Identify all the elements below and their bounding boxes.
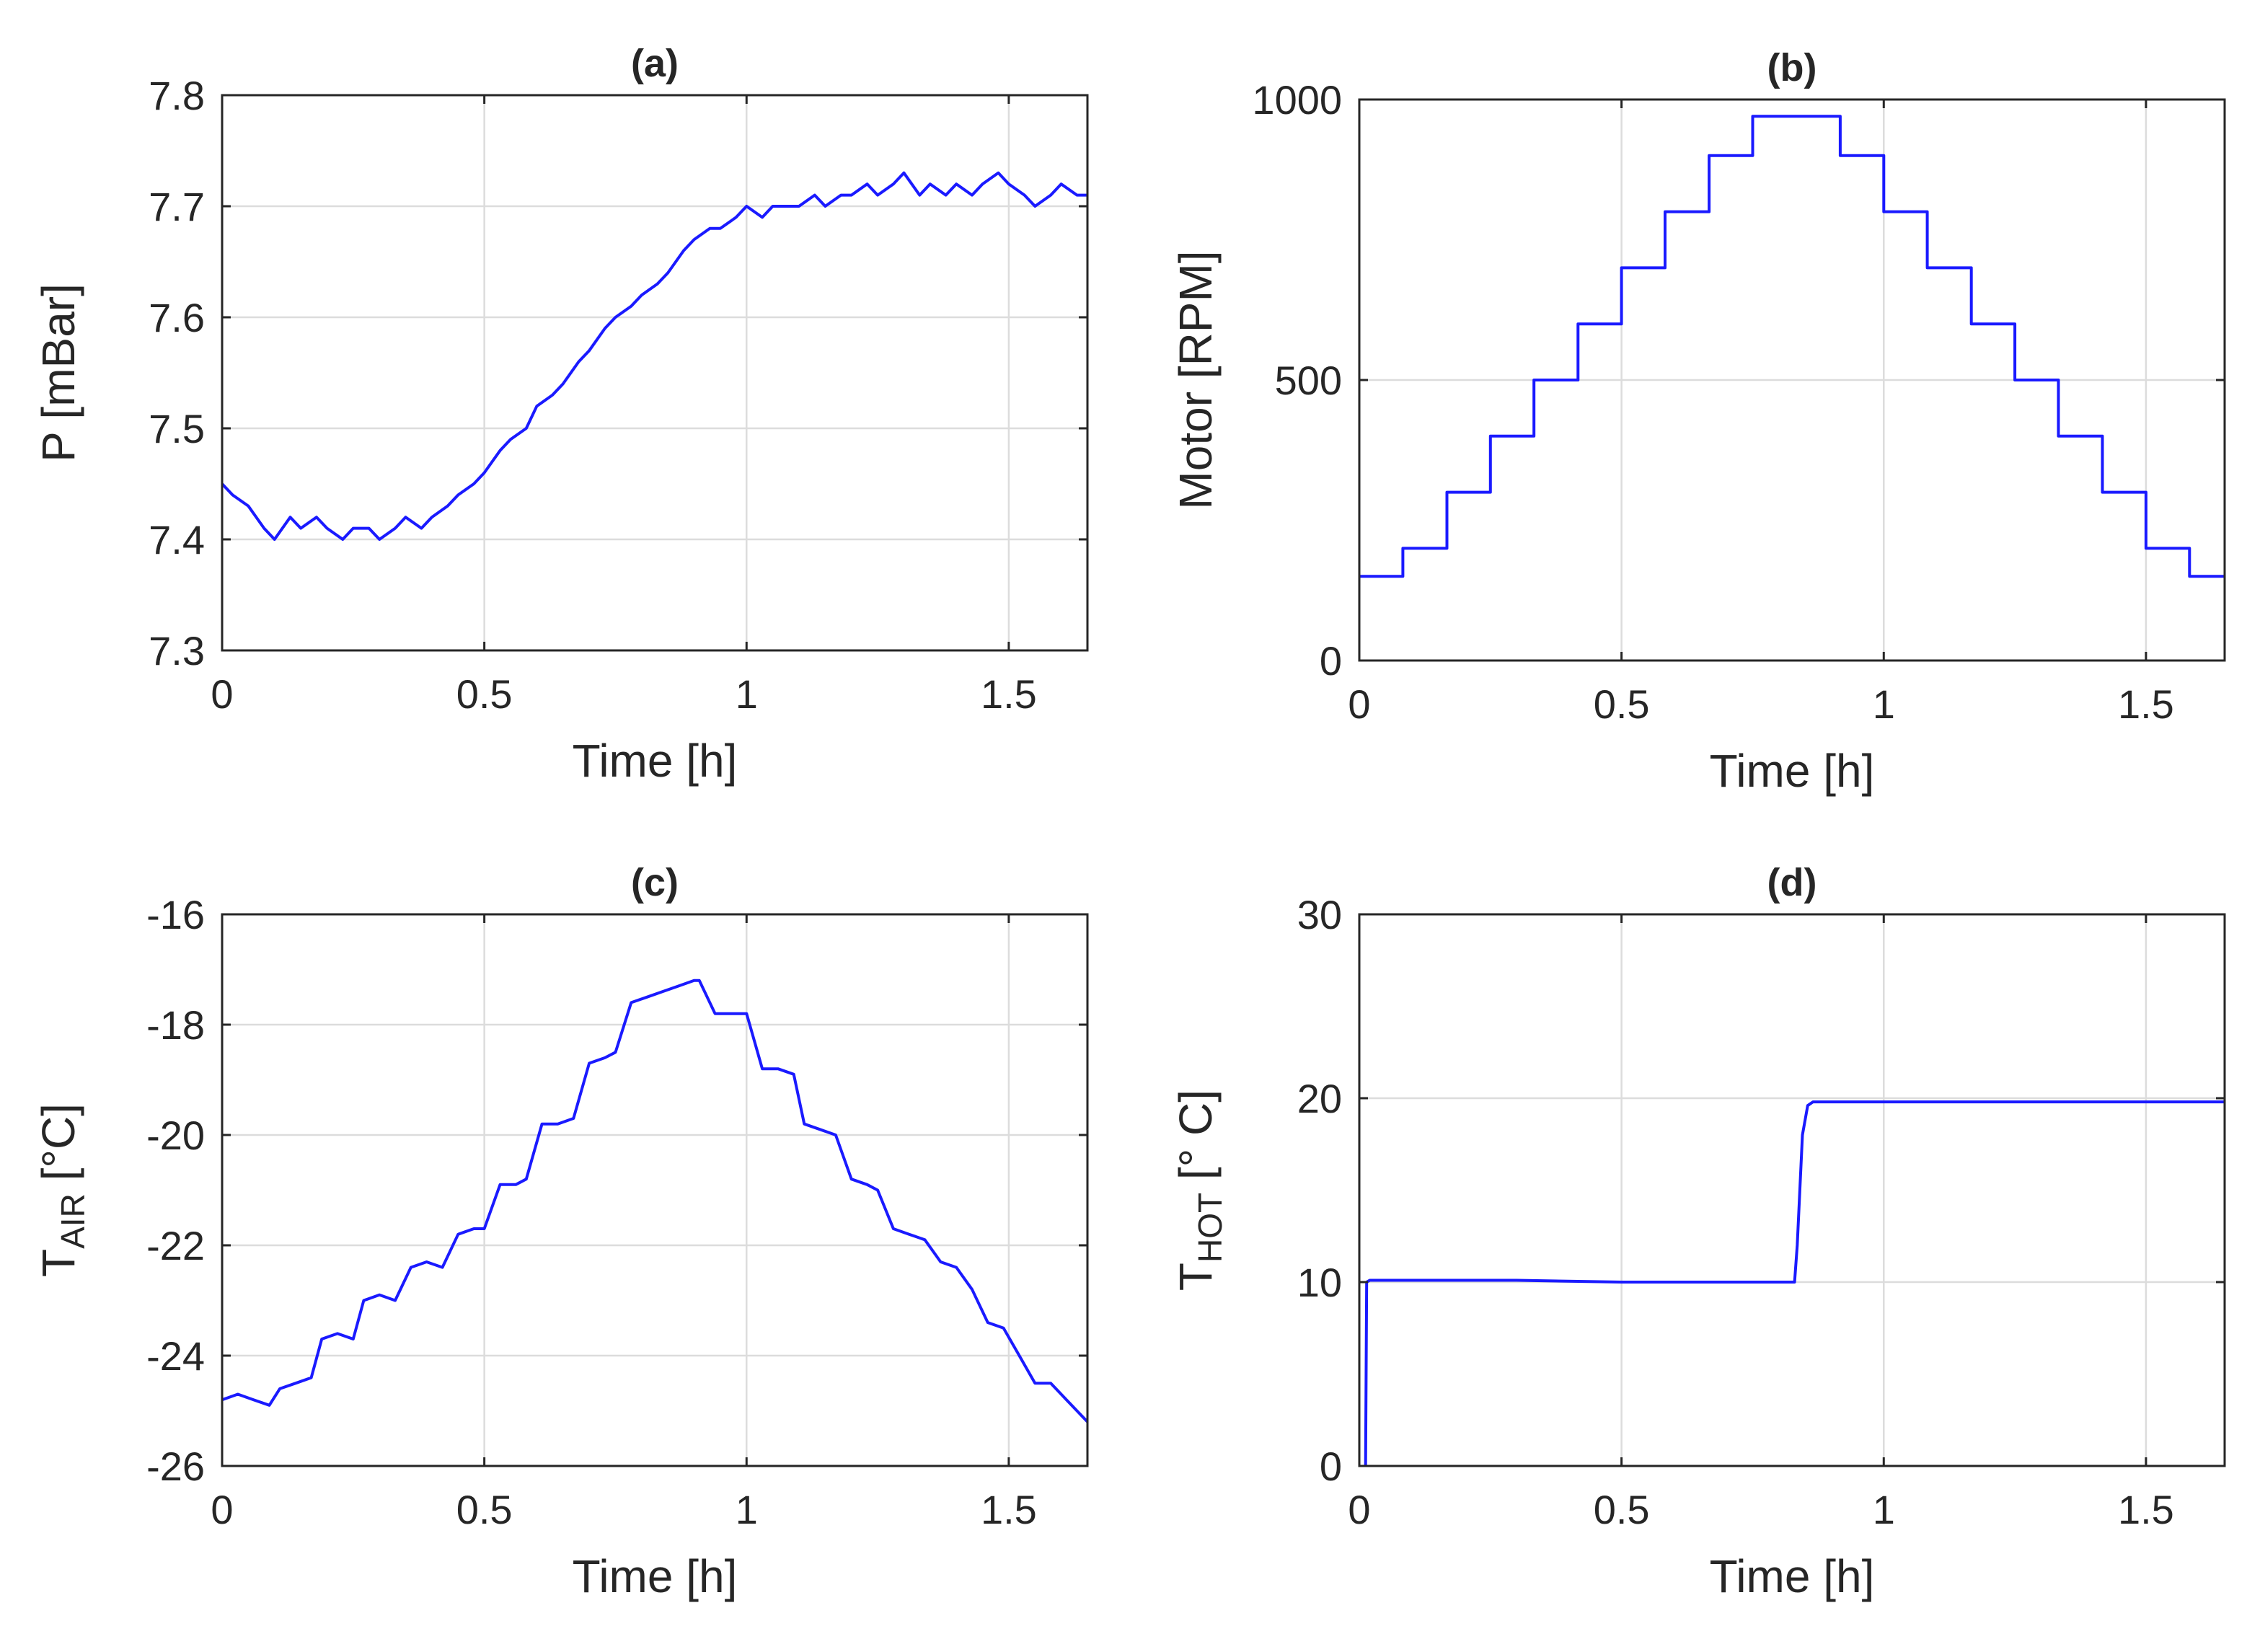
plot-area-a [221, 94, 1089, 652]
x-tick-label: 1 [736, 1487, 758, 1532]
x-tick-label: 0.5 [456, 1487, 513, 1532]
y-tick-label: 7.3 [149, 628, 205, 673]
panel-d: 0 0.5 1 1.5 0 10 20 30 (d) Time [h] THOT [° C] [1170, 861, 2226, 1602]
y-tick-label: 7.6 [149, 295, 205, 340]
panel-a: 0 0.5 1 1.5 7.3 7.4 7.5 7.6 7.7 7.8 (a) Time [h] P [… [32, 42, 1089, 787]
x-tick-label: 0 [1348, 681, 1370, 727]
series-line-a [221, 171, 1087, 541]
plot-area-d [1358, 913, 2226, 1467]
x-tick-label: 1 [736, 671, 758, 717]
panel-b: 0 0.5 1 1.5 0 500 1000 (b) Time [h] Motor [RPM] [1170, 46, 2226, 797]
series-line-b [1359, 115, 2225, 578]
y-axis-label-main: P [mBar] [32, 283, 84, 462]
x-tick-label: 1.5 [981, 671, 1037, 717]
x-tick-label: 1.5 [981, 1487, 1037, 1532]
y-axis-label: TAIR [°C] [32, 1103, 92, 1277]
y-axis-label-main: T [1170, 1263, 1222, 1291]
y-tick-label: 30 [1297, 892, 1342, 937]
y-tick-label: 7.5 [149, 406, 205, 451]
y-axis-label-main: Motor [RPM] [1170, 250, 1222, 509]
panel-c: 0 0.5 1 1.5 -26 -24 -22 -20 -18 -16 (c) Time [h] TAI… [32, 861, 1089, 1602]
x-axis-label: Time [h] [573, 735, 738, 787]
chart-title: (c) [631, 861, 679, 904]
y-axis-label-subscript: AIR [54, 1193, 92, 1249]
y-tick-label: -20 [146, 1113, 205, 1158]
axes-box-c [221, 913, 1089, 1467]
y-axis-label: Motor [RPM] [1170, 250, 1222, 509]
plot-area-c [221, 913, 1089, 1467]
y-tick-label: 7.7 [149, 184, 205, 229]
x-axis-label: Time [h] [1710, 745, 1875, 797]
x-tick-label: 0.5 [456, 671, 513, 717]
chart-title: (b) [1767, 46, 1817, 89]
x-axis-label: Time [h] [1710, 1550, 1875, 1602]
x-tick-label: 0.5 [1594, 1487, 1650, 1532]
y-tick-label: -22 [146, 1223, 205, 1268]
series-line-d [1364, 1100, 2225, 1467]
chart-title: (d) [1767, 861, 1817, 904]
axes-box-a [221, 94, 1089, 652]
y-tick-label: -16 [146, 892, 205, 937]
x-tick-label: 0 [1348, 1487, 1370, 1532]
y-tick-label: -24 [146, 1333, 205, 1379]
y-tick-label: 7.4 [149, 517, 205, 562]
chart-title: (a) [631, 42, 679, 85]
x-tick-label: 1.5 [2118, 1487, 2174, 1532]
x-tick-label: 0.5 [1594, 681, 1650, 727]
y-tick-label: 1000 [1252, 77, 1342, 123]
x-tick-label: 1 [1873, 681, 1895, 727]
y-axis-label: THOT [° C] [1170, 1090, 1229, 1291]
y-tick-label: 20 [1297, 1076, 1342, 1121]
x-axis-label: Time [h] [573, 1550, 738, 1602]
y-tick-label: -26 [146, 1444, 205, 1489]
y-tick-label: 10 [1297, 1260, 1342, 1305]
y-tick-label: 0 [1320, 1444, 1342, 1489]
y-tick-label: 0 [1320, 638, 1342, 684]
y-tick-label: 7.8 [149, 73, 205, 118]
x-tick-label: 0 [211, 671, 233, 717]
y-tick-label: -18 [146, 1002, 205, 1048]
axes-box-d [1358, 913, 2226, 1467]
y-axis-label: P [mBar] [32, 283, 84, 462]
y-tick-label: 500 [1275, 358, 1342, 403]
series-line-c [221, 979, 1089, 1423]
y-axis-label-unit: [° C] [1170, 1090, 1222, 1193]
x-tick-label: 0 [211, 1487, 233, 1532]
y-axis-label-subscript: HOT [1191, 1193, 1229, 1263]
y-axis-label-main: T [32, 1249, 84, 1277]
y-axis-label-unit: [°C] [32, 1103, 84, 1193]
x-tick-label: 1.5 [2118, 681, 2174, 727]
x-tick-label: 1 [1873, 1487, 1895, 1532]
